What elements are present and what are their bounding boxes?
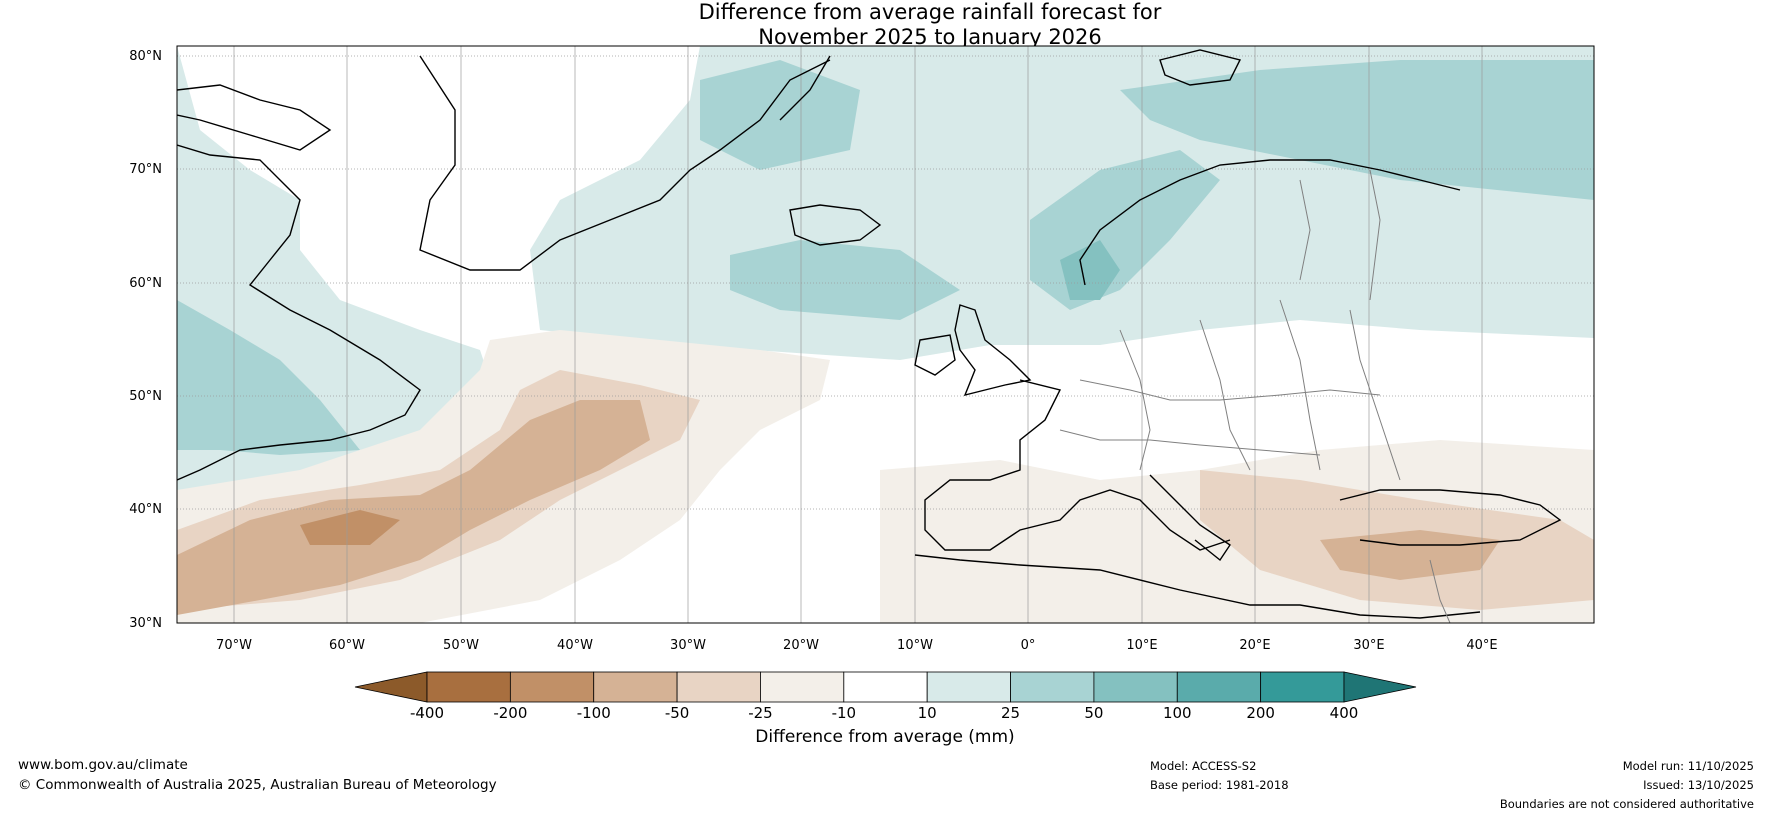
ireland-coast <box>914 334 956 376</box>
norway-coast <box>1079 159 1461 286</box>
baffin-island <box>177 84 332 151</box>
latitude-labels: 80°N 70°N 60°N 50°N 40°N 30°N <box>129 49 162 631</box>
colorbar-tick-label: -50 <box>665 704 690 722</box>
graticule <box>177 55 1594 510</box>
lon-label: 30°E <box>1353 638 1384 653</box>
north-africa-coast <box>914 554 1481 619</box>
lat-label: 50°N <box>129 389 162 404</box>
greenland-east <box>779 55 831 121</box>
colorbar-tick-label: 200 <box>1246 704 1275 722</box>
lat-label: 60°N <box>129 276 162 291</box>
footer-left: www.bom.gov.au/climate © Commonwealth of… <box>18 755 497 795</box>
colorbar-tick-label: -25 <box>748 704 773 722</box>
footer-copyright: © Commonwealth of Australia 2025, Austra… <box>18 777 497 793</box>
lat-label: 70°N <box>129 162 162 177</box>
north-america-coast <box>177 144 421 481</box>
svalbard-coast <box>1159 49 1242 86</box>
colorbar: -400 -200 -100 -50 -25 -10 10 25 50 100 200 400 <box>354 671 1417 722</box>
title-line-1: Difference from average rainfall forecas… <box>698 0 1162 24</box>
colorbar-tick-label: 10 <box>918 704 937 722</box>
lon-label: 40°W <box>557 638 593 653</box>
colorbar-tick-label: -200 <box>493 704 527 722</box>
footer-issued: Issued: 13/10/2025 <box>1643 778 1754 792</box>
colorbar-segment <box>1176 671 1262 703</box>
italy-coast <box>1149 474 1231 562</box>
lon-label: 60°W <box>329 638 365 653</box>
colorbar-segment <box>426 671 511 703</box>
lon-label: 20°E <box>1239 638 1270 653</box>
lat-label: 80°N <box>129 49 162 64</box>
lat-label: 30°N <box>129 616 162 631</box>
rainfall-anomaly-fills <box>177 46 1594 623</box>
colorbar-segment <box>676 671 761 703</box>
iceland-coast <box>789 204 882 246</box>
colorbar-extend-high <box>1343 671 1417 703</box>
colorbar-segment <box>760 671 845 703</box>
colorbar-tick-label: 100 <box>1163 704 1192 722</box>
map-frame <box>176 45 1595 624</box>
wet-anomaly-barents <box>1120 60 1594 200</box>
country-borders <box>1059 169 1451 623</box>
coastlines <box>177 49 1562 619</box>
lon-label: 20°W <box>783 638 819 653</box>
title-line-2: November 2025 to January 2026 <box>758 25 1102 49</box>
colorbar-tick-label: 400 <box>1330 704 1359 722</box>
footer-url: www.bom.gov.au/climate <box>18 757 188 773</box>
colorbar-extend-low <box>354 671 428 703</box>
footer-disclaimer: Boundaries are not considered authoritat… <box>1499 797 1754 811</box>
footer-run-info: Model run: 11/10/2025 Issued: 13/10/2025… <box>1500 757 1754 814</box>
wet-anomaly-iceland <box>730 240 960 320</box>
europe-west-coast <box>924 379 1231 551</box>
colorbar-segment <box>926 671 1011 703</box>
dry-anomaly-core <box>177 400 650 615</box>
dry-anomaly-strong <box>300 510 400 545</box>
lon-label: 0° <box>1021 638 1036 653</box>
colorbar-tick-label: -100 <box>577 704 611 722</box>
lon-label: 40°E <box>1466 638 1497 653</box>
lon-label: 10°W <box>897 638 933 653</box>
colorbar-tick-label: 50 <box>1084 704 1103 722</box>
colorbar-segment <box>1260 671 1345 703</box>
wet-anomaly-greenland <box>700 60 860 170</box>
dry-anomaly-turkey <box>1320 530 1500 580</box>
uk-coast <box>954 304 1032 397</box>
footer-model-info: Model: ACCESS-S2 Base period: 1981-2018 <box>1150 757 1289 795</box>
turkey-coast <box>1339 489 1562 546</box>
colorbar-segment <box>1010 671 1095 703</box>
footer-model: Model: ACCESS-S2 <box>1150 759 1257 773</box>
greenland-coast <box>419 55 831 271</box>
footer-model-run: Model run: 11/10/2025 <box>1622 759 1754 773</box>
colorbar-tick-label: 25 <box>1001 704 1020 722</box>
lon-label: 30°W <box>670 638 706 653</box>
colorbar-segment <box>1093 671 1178 703</box>
colorbar-segment <box>509 671 595 703</box>
longitude-labels: 70°W 60°W 50°W 40°W 30°W 20°W 10°W 0° 10… <box>216 638 1498 653</box>
colorbar-segment <box>843 671 928 703</box>
colorbar-tick-label: -10 <box>832 704 857 722</box>
footer-base-period: Base period: 1981-2018 <box>1150 778 1289 792</box>
lon-label: 70°W <box>216 638 252 653</box>
wet-anomaly-scandinavia <box>1060 240 1120 300</box>
lon-label: 50°W <box>443 638 479 653</box>
meridians <box>233 46 1483 623</box>
lat-label: 40°N <box>129 502 162 517</box>
wet-anomaly-mid <box>177 300 360 455</box>
colorbar-tick-label: -400 <box>410 704 444 722</box>
colorbar-title: Difference from average (mm) <box>755 727 1015 747</box>
lon-label: 10°E <box>1126 638 1157 653</box>
colorbar-segment <box>593 671 678 703</box>
map-title: Difference from average rainfall forecas… <box>0 0 1770 50</box>
